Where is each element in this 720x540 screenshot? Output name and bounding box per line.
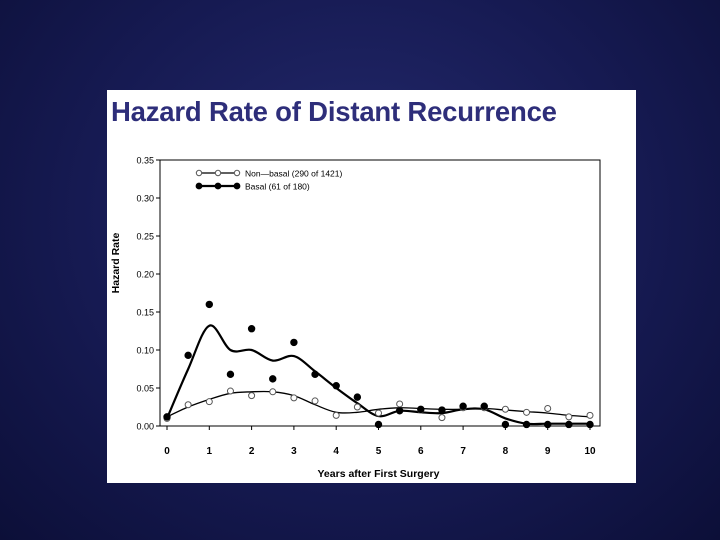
data-point-basal	[311, 370, 319, 379]
data-point-non-basal	[523, 408, 531, 416]
hazard-rate-chart: 0.00 0.05 0.10 0.15 0.20 0.25 0.30 0.35 0 1 2 3 4 5 6 7…	[110, 156, 601, 480]
data-point-basal	[565, 420, 573, 429]
chart-panel: Hazard Rate of Distant Recurrence 0.00 0.…	[107, 90, 636, 483]
data-point-non-basal	[375, 409, 382, 417]
data-point-basal	[205, 300, 214, 309]
plot-frame	[159, 159, 601, 427]
data-point-non-basal	[205, 398, 213, 406]
x-tick-label: 5	[376, 446, 382, 457]
y-tick-label: 0.25	[136, 232, 154, 242]
data-point-basal	[501, 420, 510, 429]
legend-marker	[195, 169, 203, 177]
x-tick-label: 2	[249, 446, 255, 457]
legend-label: Basal (61 of 180)	[245, 182, 310, 192]
data-point-non-basal	[290, 394, 298, 402]
x-tick-label: 8	[503, 446, 509, 457]
data-point-basal	[522, 420, 531, 429]
x-tick-label: 10	[584, 446, 596, 457]
x-tick-label: 4	[333, 446, 339, 457]
data-point-basal	[544, 420, 552, 429]
data-point-non-basal	[332, 411, 340, 419]
data-point-non-basal	[311, 397, 319, 405]
data-point-basal	[226, 370, 235, 379]
y-axis-label: Hazard Rate	[110, 233, 122, 294]
data-point-non-basal	[586, 411, 594, 419]
legend-label: Non—basal (290 of 1421)	[245, 169, 343, 179]
data-point-basal	[290, 338, 298, 347]
series-line-non-basal	[166, 390, 591, 418]
legend-marker	[214, 182, 222, 190]
data-point-non-basal	[544, 405, 552, 413]
legend-marker	[233, 169, 241, 177]
data-point-basal	[332, 382, 340, 390]
y-tick-label: 0.00	[136, 422, 154, 432]
data-point-basal	[395, 407, 404, 415]
data-point-non-basal	[565, 413, 573, 421]
x-tick-label: 3	[291, 446, 297, 457]
data-point-basal	[247, 325, 256, 333]
legend-marker	[214, 169, 222, 177]
x-tick-label: 1	[207, 446, 213, 457]
y-tick-label: 0.35	[136, 156, 154, 166]
x-axis-label: Years after First Surgery	[318, 468, 440, 480]
data-point-basal	[438, 406, 446, 414]
x-tick-label: 9	[545, 446, 551, 457]
data-point-non-basal	[184, 401, 192, 409]
y-tick-label: 0.30	[136, 194, 154, 204]
data-point-non-basal	[269, 388, 277, 396]
data-point-basal	[163, 413, 171, 421]
y-tick-label: 0.10	[136, 346, 154, 356]
data-point-non-basal	[438, 414, 446, 422]
data-point-non-basal	[353, 403, 361, 411]
data-point-basal	[184, 351, 192, 360]
data-point-basal	[459, 402, 467, 410]
y-tick-label: 0.20	[136, 270, 154, 280]
data-point-non-basal	[396, 400, 404, 408]
x-tick-label: 6	[418, 446, 424, 457]
data-point-basal	[353, 393, 362, 401]
data-point-basal	[480, 402, 488, 410]
data-point-basal	[417, 405, 425, 413]
x-tick-label: 0	[164, 446, 170, 457]
x-tick-label: 7	[460, 446, 466, 457]
data-point-non-basal	[248, 392, 256, 400]
data-point-non-basal	[501, 405, 509, 413]
legend-marker	[233, 182, 241, 190]
data-point-non-basal	[226, 387, 234, 395]
data-point-basal	[269, 375, 277, 383]
legend-marker	[195, 182, 203, 190]
y-tick-label: 0.05	[136, 384, 154, 394]
data-point-basal	[586, 420, 594, 429]
y-tick-label: 0.15	[136, 308, 154, 318]
data-point-basal	[374, 420, 383, 429]
slide-title: Hazard Rate of Distant Recurrence	[111, 96, 557, 127]
